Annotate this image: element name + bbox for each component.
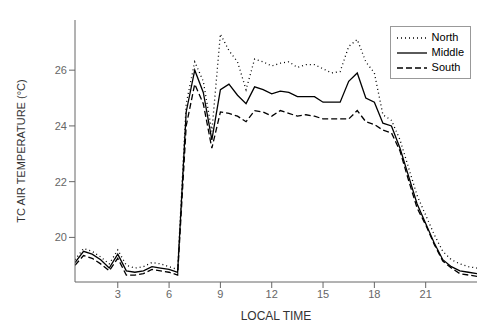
svg-text:22: 22 <box>55 176 67 188</box>
svg-text:6: 6 <box>166 288 172 300</box>
svg-text:TC AIR TEMPERATURE (°C): TC AIR TEMPERATURE (°C) <box>15 79 27 222</box>
svg-text:18: 18 <box>368 288 380 300</box>
svg-text:9: 9 <box>217 288 223 300</box>
svg-text:3: 3 <box>115 288 121 300</box>
html-text:Middle: Middle <box>431 46 464 58</box>
svg-text:20: 20 <box>55 231 67 243</box>
svg-text:15: 15 <box>317 288 329 300</box>
svg-text:12: 12 <box>266 288 278 300</box>
svg-text:LOCAL TIME: LOCAL TIME <box>241 309 312 323</box>
html-text:South: South <box>431 61 461 73</box>
svg-text:21: 21 <box>420 288 432 300</box>
svg-text:24: 24 <box>55 120 67 132</box>
html-text:North: North <box>431 31 459 43</box>
svg-text:26: 26 <box>55 64 67 76</box>
